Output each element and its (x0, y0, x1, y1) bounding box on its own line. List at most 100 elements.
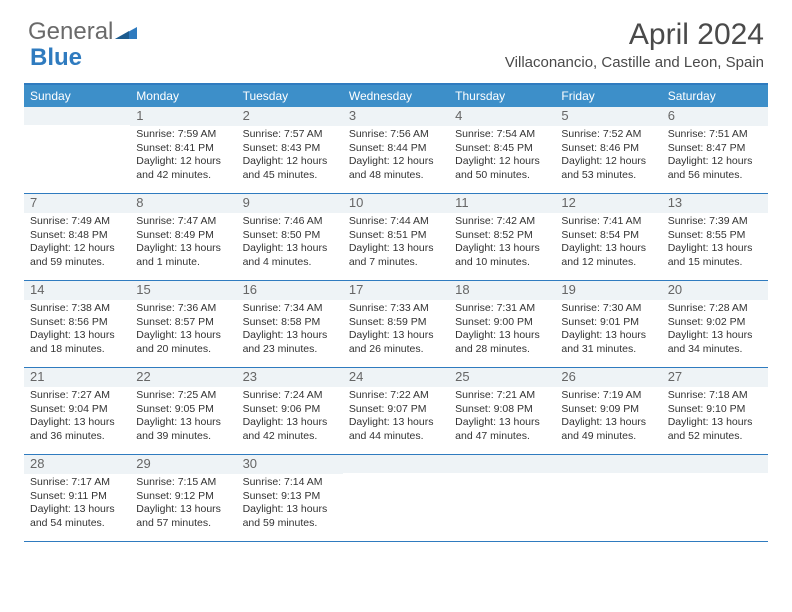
daylight-text: and 42 minutes. (243, 430, 337, 444)
sunrise-text: Sunrise: 7:24 AM (243, 389, 337, 403)
daylight-text: and 1 minute. (136, 256, 230, 270)
day-number: 5 (555, 107, 661, 126)
sunset-text: Sunset: 9:12 PM (136, 490, 230, 504)
sunrise-text: Sunrise: 7:46 AM (243, 215, 337, 229)
daylight-text: and 20 minutes. (136, 343, 230, 357)
day-cell: 22Sunrise: 7:25 AMSunset: 9:05 PMDayligh… (130, 368, 236, 454)
day-number: 16 (237, 281, 343, 300)
daylight-text: and 47 minutes. (455, 430, 549, 444)
sunset-text: Sunset: 9:02 PM (668, 316, 762, 330)
day-cell: 3Sunrise: 7:56 AMSunset: 8:44 PMDaylight… (343, 107, 449, 193)
sunrise-text: Sunrise: 7:34 AM (243, 302, 337, 316)
sunrise-text: Sunrise: 7:39 AM (668, 215, 762, 229)
daylight-text: Daylight: 13 hours (243, 416, 337, 430)
sunset-text: Sunset: 8:57 PM (136, 316, 230, 330)
daylight-text: Daylight: 13 hours (136, 416, 230, 430)
daylight-text: Daylight: 12 hours (561, 155, 655, 169)
day-cell: 29 Sunrise: 7:15 AMSunset: 9:12 PMDayligh… (130, 455, 236, 541)
daylight-text: and 49 minutes. (561, 430, 655, 444)
day-cell: 20Sunrise: 7:28 AMSunset: 9:02 PMDayligh… (662, 281, 768, 367)
daylight-text: and 15 minutes. (668, 256, 762, 270)
daylight-text: and 28 minutes. (455, 343, 549, 357)
day-cell: 15Sunrise: 7:36 AMSunset: 8:57 PMDayligh… (130, 281, 236, 367)
daylight-text: Daylight: 13 hours (455, 416, 549, 430)
day-cell: 8Sunrise: 7:47 AMSunset: 8:49 PMDaylight… (130, 194, 236, 280)
daylight-text: and 31 minutes. (561, 343, 655, 357)
daylight-text: Daylight: 13 hours (561, 416, 655, 430)
daylight-text: and 34 minutes. (668, 343, 762, 357)
day-cell: 19Sunrise: 7:30 AMSunset: 9:01 PMDayligh… (555, 281, 661, 367)
sunset-text: Sunset: 9:04 PM (30, 403, 124, 417)
sunrise-text: Sunrise: 7:18 AM (668, 389, 762, 403)
daylight-text: Daylight: 13 hours (136, 242, 230, 256)
daylight-text: and 52 minutes. (668, 430, 762, 444)
logo-text-blue: Blue (30, 44, 82, 71)
day-number (662, 455, 768, 473)
daylight-text: Daylight: 13 hours (349, 242, 443, 256)
daylight-text: and 42 minutes. (136, 169, 230, 183)
day-cell (24, 107, 130, 193)
day-number: 9 (237, 194, 343, 213)
day-number: 11 (449, 194, 555, 213)
day-cell: 2Sunrise: 7:57 AMSunset: 8:43 PMDaylight… (237, 107, 343, 193)
day-number: 1 (130, 107, 236, 126)
sunset-text: Sunset: 8:44 PM (349, 142, 443, 156)
sunset-text: Sunset: 8:56 PM (30, 316, 124, 330)
daylight-text: and 7 minutes. (349, 256, 443, 270)
day-number: 23 (237, 368, 343, 387)
sunrise-text: Sunrise: 7:15 AM (136, 476, 230, 490)
daylight-text: Daylight: 12 hours (455, 155, 549, 169)
daylight-text: Daylight: 12 hours (136, 155, 230, 169)
day-number: 21 (24, 368, 130, 387)
daylight-text: Daylight: 13 hours (243, 503, 337, 517)
day-cell: 5Sunrise: 7:52 AMSunset: 8:46 PMDaylight… (555, 107, 661, 193)
day-cell: 27Sunrise: 7:18 AMSunset: 9:10 PMDayligh… (662, 368, 768, 454)
weekday-header: Wednesday (343, 85, 449, 107)
day-number: 15 (130, 281, 236, 300)
day-cell: 11Sunrise: 7:42 AMSunset: 8:52 PMDayligh… (449, 194, 555, 280)
sunrise-text: Sunrise: 7:19 AM (561, 389, 655, 403)
week-row: 14Sunrise: 7:38 AMSunset: 8:56 PMDayligh… (24, 281, 768, 368)
sunset-text: Sunset: 9:00 PM (455, 316, 549, 330)
sunrise-text: Sunrise: 7:38 AM (30, 302, 124, 316)
daylight-text: and 12 minutes. (561, 256, 655, 270)
sunset-text: Sunset: 8:50 PM (243, 229, 337, 243)
day-number: 29 (130, 455, 236, 474)
logo-blue-row: Blue (30, 44, 82, 72)
sunset-text: Sunset: 8:55 PM (668, 229, 762, 243)
sunset-text: Sunset: 8:51 PM (349, 229, 443, 243)
day-number: 13 (662, 194, 768, 213)
daylight-text: Daylight: 13 hours (30, 503, 124, 517)
day-cell (449, 455, 555, 541)
day-number: 4 (449, 107, 555, 126)
day-cell: 9Sunrise: 7:46 AMSunset: 8:50 PMDaylight… (237, 194, 343, 280)
header: General April 2024 Villaconancio, Castil… (0, 0, 792, 75)
weekday-header: Sunday (24, 85, 130, 107)
sunset-text: Sunset: 9:11 PM (30, 490, 124, 504)
day-number: 8 (130, 194, 236, 213)
day-cell: 7Sunrise: 7:49 AMSunset: 8:48 PMDaylight… (24, 194, 130, 280)
daylight-text: Daylight: 13 hours (668, 242, 762, 256)
sunrise-text: Sunrise: 7:57 AM (243, 128, 337, 142)
weekday-header-row: Sunday Monday Tuesday Wednesday Thursday… (24, 85, 768, 107)
day-cell: 17Sunrise: 7:33 AMSunset: 8:59 PMDayligh… (343, 281, 449, 367)
daylight-text: Daylight: 13 hours (136, 503, 230, 517)
day-number (555, 455, 661, 473)
sunset-text: Sunset: 9:07 PM (349, 403, 443, 417)
sunrise-text: Sunrise: 7:41 AM (561, 215, 655, 229)
daylight-text: and 36 minutes. (30, 430, 124, 444)
daylight-text: and 44 minutes. (349, 430, 443, 444)
day-cell: 21 Sunrise: 7:27 AMSunset: 9:04 PMDayligh… (24, 368, 130, 454)
day-number: 24 (343, 368, 449, 387)
sunrise-text: Sunrise: 7:31 AM (455, 302, 549, 316)
daylight-text: Daylight: 12 hours (30, 242, 124, 256)
sunset-text: Sunset: 9:13 PM (243, 490, 337, 504)
week-row: 7Sunrise: 7:49 AMSunset: 8:48 PMDaylight… (24, 194, 768, 281)
sunrise-text: Sunrise: 7:27 AM (30, 389, 124, 403)
sunrise-text: Sunrise: 7:56 AM (349, 128, 443, 142)
day-cell (662, 455, 768, 541)
daylight-text: Daylight: 13 hours (30, 416, 124, 430)
sunrise-text: Sunrise: 7:22 AM (349, 389, 443, 403)
daylight-text: and 56 minutes. (668, 169, 762, 183)
sunrise-text: Sunrise: 7:44 AM (349, 215, 443, 229)
